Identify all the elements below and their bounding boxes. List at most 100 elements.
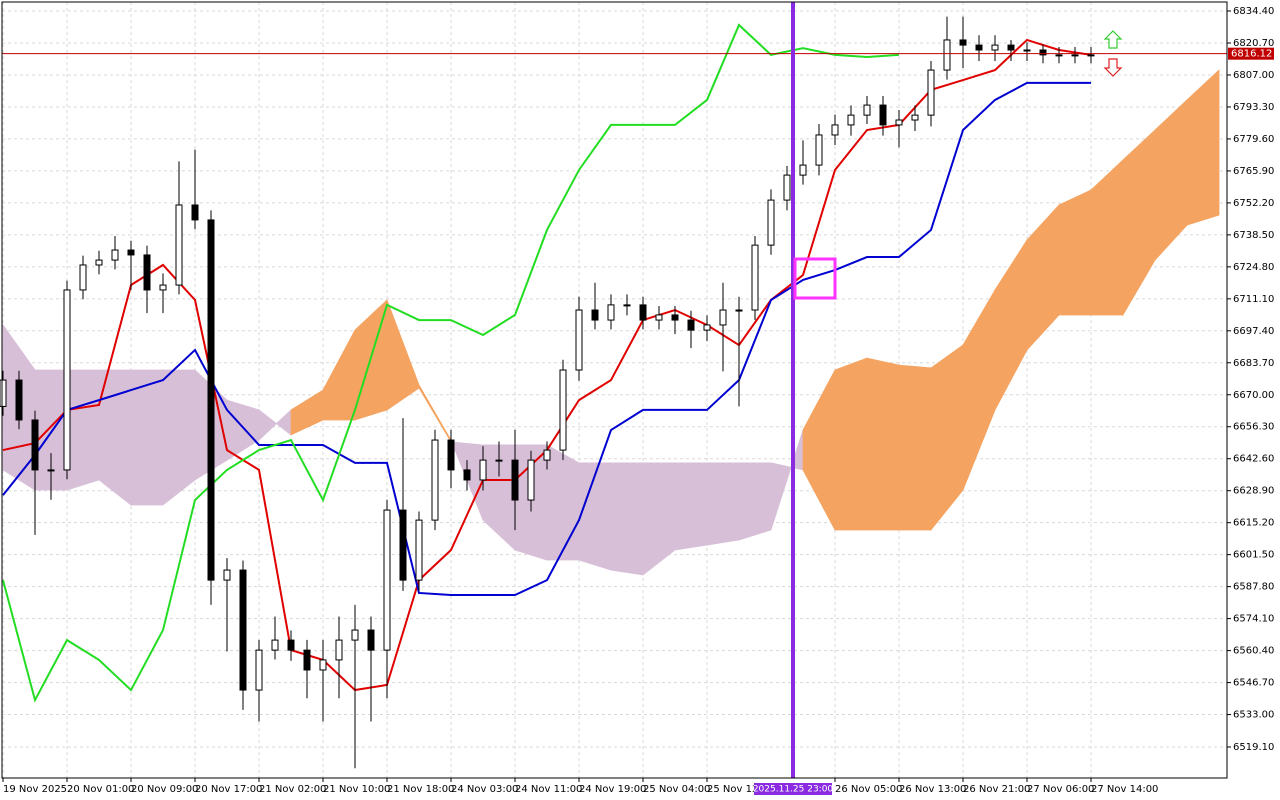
x-tick-label: 24 Nov 19:00 xyxy=(579,784,646,795)
candle-body xyxy=(815,134,823,166)
candle-layer xyxy=(0,16,1095,769)
candle-body xyxy=(671,314,679,321)
candle-body xyxy=(351,629,359,641)
candle-body xyxy=(271,639,279,651)
cloud-segment xyxy=(674,462,708,551)
y-tick-label: 6519.10 xyxy=(1233,742,1274,753)
y-tick-label: 6765.90 xyxy=(1233,166,1274,177)
price-label-box xyxy=(1228,47,1274,60)
cloud-segment xyxy=(834,357,868,531)
indicator-line xyxy=(2,23,900,703)
candle-body xyxy=(623,304,631,307)
candle-body xyxy=(367,629,375,651)
candle-body xyxy=(575,309,583,371)
candle-body xyxy=(783,174,791,201)
cloud-segment xyxy=(610,462,644,576)
x-tick-label: 20 Nov 01:00 xyxy=(67,784,134,795)
y-tick-label: 6779.60 xyxy=(1233,134,1274,145)
candle-body xyxy=(431,439,439,521)
candle-body xyxy=(687,319,695,331)
x-tick-label: 27 Nov 06:00 xyxy=(1027,784,1094,795)
down-arrow xyxy=(1103,58,1123,77)
candle-body xyxy=(895,119,903,126)
candle-body xyxy=(335,639,343,661)
candle-body xyxy=(287,639,295,651)
candle-body xyxy=(943,39,951,71)
candle-body xyxy=(415,519,423,581)
candle-body xyxy=(111,249,119,261)
candle-body xyxy=(703,324,711,331)
x-tick-label: 20 Nov 17:00 xyxy=(195,784,262,795)
cloud-segment xyxy=(1058,189,1092,316)
candle-body xyxy=(639,304,647,321)
x-tick-label: 21 Nov 10:00 xyxy=(323,784,390,795)
y-tick-label: 6711.10 xyxy=(1233,294,1274,305)
candle-body xyxy=(527,459,535,501)
cloud-segment xyxy=(546,444,580,561)
candle-body xyxy=(495,459,503,462)
candle-body xyxy=(447,439,455,471)
y-tick-label: 6628.90 xyxy=(1233,486,1274,497)
price-label: 6816.12 xyxy=(1231,49,1272,60)
candle-body xyxy=(1071,54,1079,57)
candle-body xyxy=(223,569,231,581)
x-tick-label: 21 Nov 02:00 xyxy=(259,784,326,795)
candle-body xyxy=(1007,44,1015,51)
candle-body xyxy=(127,249,135,256)
x-tick-label: 26 Nov 13:00 xyxy=(899,784,966,795)
highlight-box xyxy=(793,257,837,300)
x-tick-label: 20 Nov 09:00 xyxy=(131,784,198,795)
x-tick-label: 19 Nov 2025 xyxy=(3,784,67,795)
candle-body xyxy=(47,469,55,472)
y-tick-label: 6820.70 xyxy=(1233,38,1274,49)
candle-body xyxy=(159,284,167,291)
candle-body xyxy=(751,244,759,311)
candle-body xyxy=(559,369,567,451)
x-tick-label: 27 Nov 14:00 xyxy=(1091,784,1158,795)
candle-body xyxy=(655,314,663,321)
overlay-layer xyxy=(2,2,1227,778)
candle-body xyxy=(303,649,311,671)
candle-body xyxy=(767,199,775,246)
y-tick-label: 6615.20 xyxy=(1233,518,1274,529)
cloud-segment xyxy=(738,462,772,541)
candle-body xyxy=(95,259,103,266)
y-tick-label: 6546.70 xyxy=(1233,678,1274,689)
candle-body xyxy=(207,219,215,581)
candle-body xyxy=(0,379,7,407)
candle-body xyxy=(31,419,39,471)
candle-body xyxy=(143,254,151,291)
y-tick-label: 6738.50 xyxy=(1233,230,1274,241)
candle-body xyxy=(239,569,247,691)
axis-layer: 6834.40 6820.70 6807.00 6793.30 6779.60 6765.… xyxy=(2,6,1274,795)
candle-body xyxy=(975,44,983,51)
x-tick-label: 24 Nov 11:00 xyxy=(515,784,582,795)
cloud-segment xyxy=(578,462,612,571)
y-tick-label: 6642.60 xyxy=(1233,454,1274,465)
candle-body xyxy=(15,379,23,421)
cloud-layer xyxy=(2,69,1220,576)
candle-body xyxy=(735,309,743,312)
indicator-line xyxy=(2,81,1091,597)
up-arrow xyxy=(1103,30,1123,49)
x-tick-label: 21 Nov 18:00 xyxy=(387,784,454,795)
cloud-segment xyxy=(130,369,164,506)
candle-body xyxy=(175,204,183,286)
candle-body xyxy=(399,509,407,581)
candle-body xyxy=(1039,49,1047,56)
candle-body xyxy=(991,44,999,51)
y-tick-label: 6670.00 xyxy=(1233,390,1274,401)
candle-body xyxy=(911,114,919,121)
candle-body xyxy=(255,649,263,691)
candle-body xyxy=(847,114,855,126)
y-tick-label: 6560.40 xyxy=(1233,646,1274,657)
candle-body xyxy=(863,104,871,116)
y-tick-label: 6793.30 xyxy=(1233,102,1274,113)
y-tick-label: 6574.10 xyxy=(1233,614,1274,625)
x-tick-label: 24 Nov 03:00 xyxy=(451,784,518,795)
cloud-segment xyxy=(866,357,900,531)
y-tick-label: 6601.50 xyxy=(1233,550,1274,561)
cloud-segment xyxy=(706,462,740,546)
